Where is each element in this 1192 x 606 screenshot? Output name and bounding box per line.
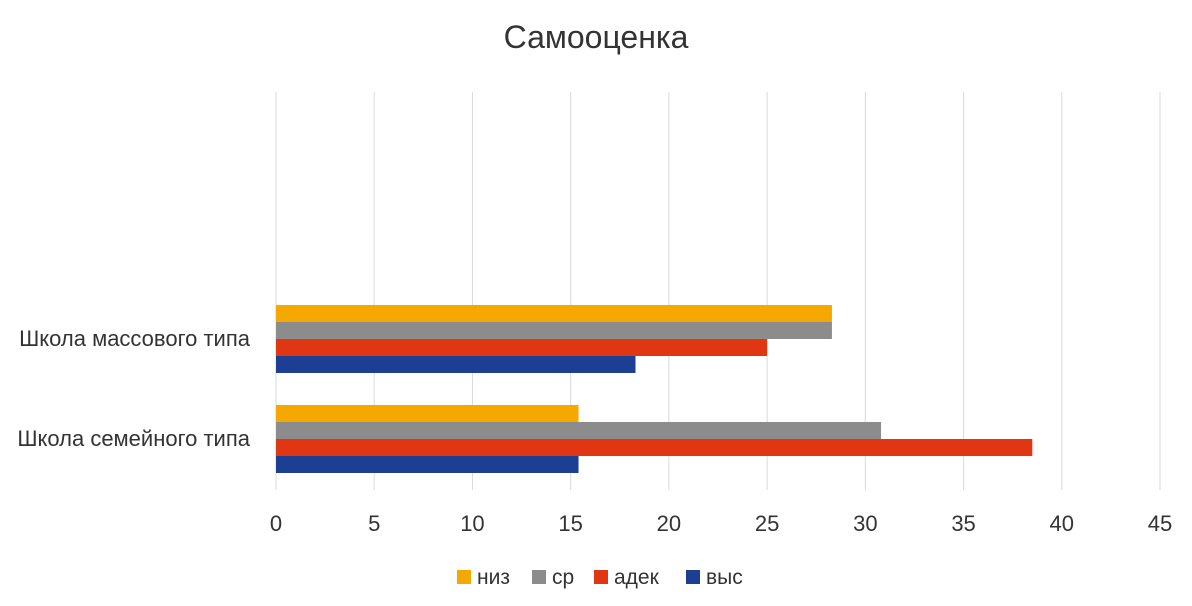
bar-адек-0 [276,339,768,356]
x-tick-label: 15 [558,511,582,536]
x-tick-label: 0 [270,511,282,536]
category-labels: Школа массового типа Школа семейного типа [17,326,250,451]
x-tick-label: 5 [368,511,380,536]
x-tick-label: 20 [657,511,681,536]
chart-title: Самооценка [504,19,689,55]
category-label: Школа семейного типа [17,426,250,451]
bar-низ-1 [276,405,579,422]
legend-swatch-адек [594,570,608,584]
x-tick-label: 45 [1148,511,1172,536]
bar-выс-0 [276,356,636,373]
x-tick-label: 35 [951,511,975,536]
legend-swatch-выс [686,570,700,584]
gridlines [275,92,1161,490]
legend-label: низ [477,566,510,589]
category-label: Школа массового типа [19,326,251,351]
legend-swatch-ср [532,570,546,584]
x-tick-label: 10 [460,511,484,536]
bar-ср-1 [276,422,882,439]
bar-ср-0 [276,322,832,339]
bars [276,305,1033,473]
legend-label: выс [706,566,743,589]
x-tick-label: 40 [1050,511,1074,536]
legend-label: адек [614,566,660,589]
bar-выс-1 [276,456,579,473]
legend-swatch-низ [457,570,471,584]
legend: низ ср адек выс [457,566,743,589]
bar-адек-1 [276,439,1033,456]
x-axis-ticks: 0 5 10 15 20 25 30 35 40 45 [270,511,1172,536]
x-tick-label: 25 [755,511,779,536]
x-tick-label: 30 [853,511,877,536]
legend-label: ср [552,566,574,589]
bar-низ-0 [276,305,832,322]
